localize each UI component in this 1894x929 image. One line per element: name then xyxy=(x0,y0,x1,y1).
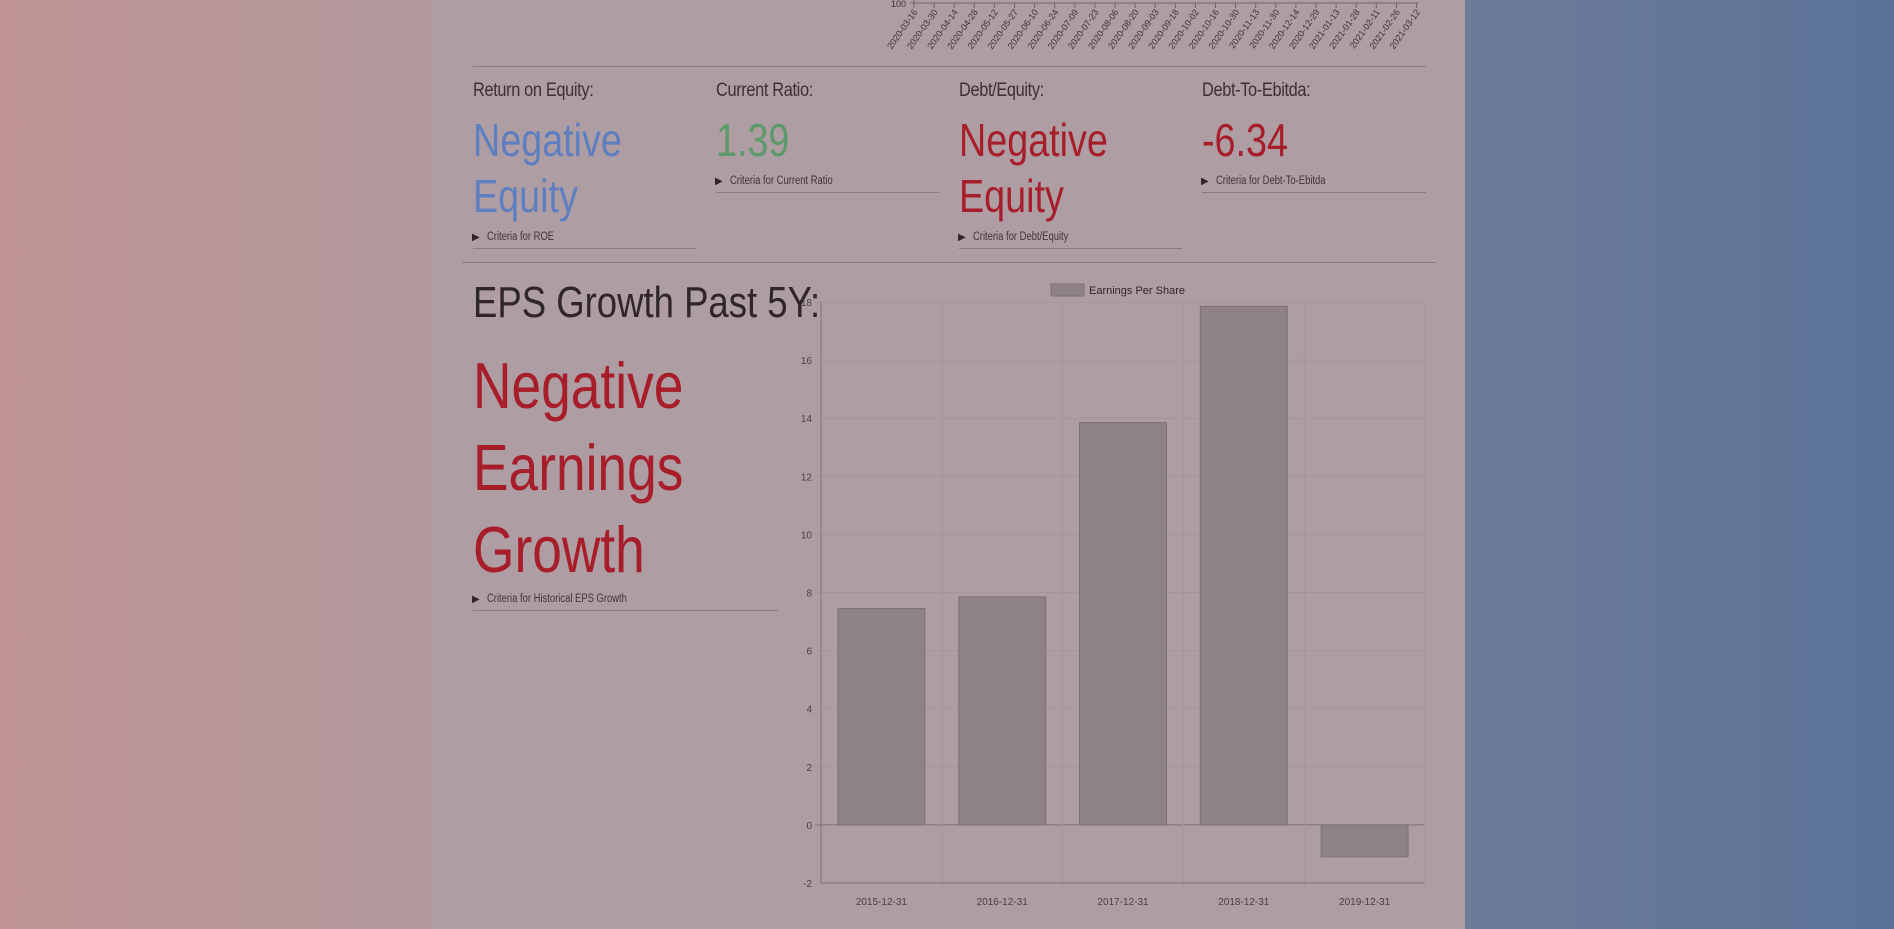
x-tick-label: 2016-12-31 xyxy=(977,897,1029,908)
x-tick-label: 2015-12-31 xyxy=(856,897,908,908)
x-tick-label: 2017-12-31 xyxy=(1097,897,1149,908)
criteria-current-ratio[interactable]: ▶ Criteria for Current Ratio xyxy=(715,175,855,187)
eps-bar xyxy=(1079,422,1167,826)
x-tick-label: 2018-12-31 xyxy=(1218,897,1270,908)
y-tick-label: 4 xyxy=(806,705,812,716)
metric-current-ratio-label: Current Ratio: xyxy=(716,80,813,101)
y-tick-label: 6 xyxy=(806,647,812,658)
eps-bar-chart: Earnings Per Share -2 0 2 4 6 8 10 12 14 16 18 2015-… xyxy=(795,276,1435,921)
y-tick-label: 100 xyxy=(891,0,906,9)
metric-roe-value: Negative Equity xyxy=(473,114,622,222)
price-chart-x-axis: 100 2020-03-16 2020-03-30 2020-04-14 2020-04… xyxy=(860,0,1420,60)
metric-debt-to-ebitda: Debt-To-Ebitda: -6.34 xyxy=(1202,80,1328,168)
price-chart-axis-svg: 1002020-03-162020-03-302020-04-142020-04… xyxy=(885,0,1420,51)
criteria-roe-underline xyxy=(473,248,696,249)
criteria-current-ratio-text: Criteria for Current Ratio xyxy=(729,175,833,187)
expand-triangle-icon: ▶ xyxy=(715,176,723,187)
eps-bar xyxy=(1199,305,1288,826)
criteria-debt-to-ebitda-underline xyxy=(1202,192,1426,193)
criteria-debt-equity-text: Criteria for Debt/Equity xyxy=(972,231,1069,243)
metric-debt-to-ebitda-label: Debt-To-Ebitda: xyxy=(1202,80,1311,101)
eps-bar xyxy=(837,607,926,826)
y-tick-label: -2 xyxy=(803,879,812,890)
eps-bar-chart-svg: Earnings Per Share -2 0 2 4 6 8 10 12 14 16 18 2015-… xyxy=(801,283,1426,908)
divider-top xyxy=(473,66,1426,67)
metric-debt-equity: Debt/Equity: Negative Equity xyxy=(959,80,1119,224)
eps-growth-value: Negative Earnings Growth xyxy=(473,349,684,586)
divider-middle xyxy=(462,262,1436,263)
metric-current-ratio: Current Ratio: 1.39 xyxy=(716,80,829,168)
legend-swatch xyxy=(1050,283,1085,297)
metric-debt-equity-value: Negative Equity xyxy=(959,114,1108,222)
metric-debt-to-ebitda-value: -6.34 xyxy=(1202,114,1288,166)
expand-triangle-icon: ▶ xyxy=(472,232,480,243)
eps-bar xyxy=(1320,824,1409,858)
expand-triangle-icon: ▶ xyxy=(472,594,480,605)
metric-current-ratio-value: 1.39 xyxy=(716,114,790,166)
expand-triangle-icon: ▶ xyxy=(1201,176,1209,187)
y-tick-label: 8 xyxy=(806,589,812,600)
content-panel xyxy=(433,0,1465,929)
criteria-debt-equity[interactable]: ▶ Criteria for Debt/Equity xyxy=(958,231,1089,243)
eps-bar xyxy=(958,596,1047,826)
criteria-eps-growth-underline xyxy=(473,610,778,611)
expand-triangle-icon: ▶ xyxy=(958,232,966,243)
metric-roe-label: Return on Equity: xyxy=(473,80,594,101)
criteria-roe-text: Criteria for ROE xyxy=(486,231,554,243)
y-tick-label: 18 xyxy=(801,298,813,309)
eps-growth-title: EPS Growth Past 5Y: xyxy=(473,278,821,327)
y-tick-label: 12 xyxy=(801,472,813,483)
y-tick-label: 10 xyxy=(801,530,813,541)
y-tick-label: 0 xyxy=(806,821,812,832)
y-tick-label: 14 xyxy=(801,414,813,425)
y-tick-label: 16 xyxy=(801,356,813,367)
metric-roe: Return on Equity: Negative Equity xyxy=(473,80,633,224)
metric-debt-equity-label: Debt/Equity: xyxy=(959,80,1044,101)
criteria-debt-to-ebitda-text: Criteria for Debt-To-Ebitda xyxy=(1215,175,1326,187)
y-tick-label: 2 xyxy=(806,763,812,774)
legend-label: Earnings Per Share xyxy=(1089,285,1185,297)
criteria-roe[interactable]: ▶ Criteria for ROE xyxy=(472,231,569,243)
criteria-eps-growth[interactable]: ▶ Criteria for Historical EPS Growth xyxy=(472,593,657,605)
criteria-current-ratio-underline xyxy=(716,192,939,193)
criteria-debt-equity-underline xyxy=(959,248,1182,249)
criteria-debt-to-ebitda[interactable]: ▶ Criteria for Debt-To-Ebitda xyxy=(1201,175,1349,187)
criteria-eps-growth-text: Criteria for Historical EPS Growth xyxy=(486,593,627,605)
x-tick-label: 2019-12-31 xyxy=(1339,897,1391,908)
